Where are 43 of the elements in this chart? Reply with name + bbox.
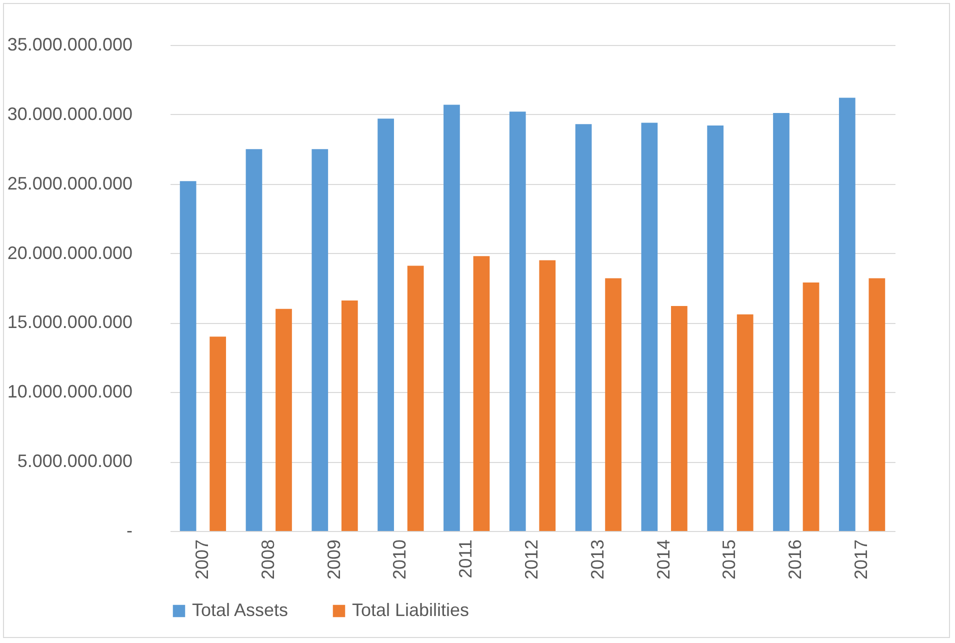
bar (509, 112, 526, 531)
legend-label: Total Assets (192, 600, 288, 620)
bar (210, 336, 226, 531)
bar (539, 260, 556, 531)
y-tick-label: 5.000.000.000 (17, 451, 132, 472)
bar (707, 126, 724, 531)
x-tick-label: 2015 (719, 540, 740, 580)
x-tick-label: 2010 (390, 540, 410, 580)
bar (605, 278, 622, 531)
bar (736, 314, 754, 531)
bar (312, 149, 328, 531)
bar (838, 98, 856, 531)
bar (641, 122, 658, 531)
bar (773, 113, 790, 531)
bar (473, 256, 490, 531)
x-tick-label: 2012 (522, 540, 542, 580)
bar (246, 149, 262, 531)
bar (378, 118, 394, 531)
y-tick-label: 30.000.000.000 (7, 104, 132, 124)
bar (575, 124, 592, 531)
x-tick-label: 2011 (456, 540, 476, 578)
y-tick-label: 10.000.000.000 (7, 382, 132, 402)
x-tick-label: 2017 (851, 540, 872, 580)
bar (671, 306, 688, 531)
x-tick-label: 2014 (653, 540, 674, 580)
x-tick-label: 2009 (324, 540, 344, 580)
y-tick-label: 20.000.000.000 (7, 242, 132, 263)
x-tick-label: 2007 (192, 540, 212, 580)
bar (444, 104, 460, 531)
y-tick-label: 25.000.000.000 (7, 173, 132, 194)
y-tick-label: - (126, 520, 132, 540)
x-tick-label: 2008 (258, 540, 278, 580)
bar (802, 282, 820, 531)
bar (180, 181, 196, 531)
y-tick-label: 35.000.000.000 (7, 34, 132, 54)
x-tick-label: 2013 (587, 540, 608, 580)
legend-label: Total Liabilities (352, 600, 470, 620)
bar (341, 300, 358, 531)
x-tick-label: 2016 (785, 540, 806, 580)
y-tick-label: 15.000.000.000 (7, 312, 132, 332)
bar (407, 266, 424, 531)
bar (868, 278, 886, 531)
bar (276, 308, 292, 531)
